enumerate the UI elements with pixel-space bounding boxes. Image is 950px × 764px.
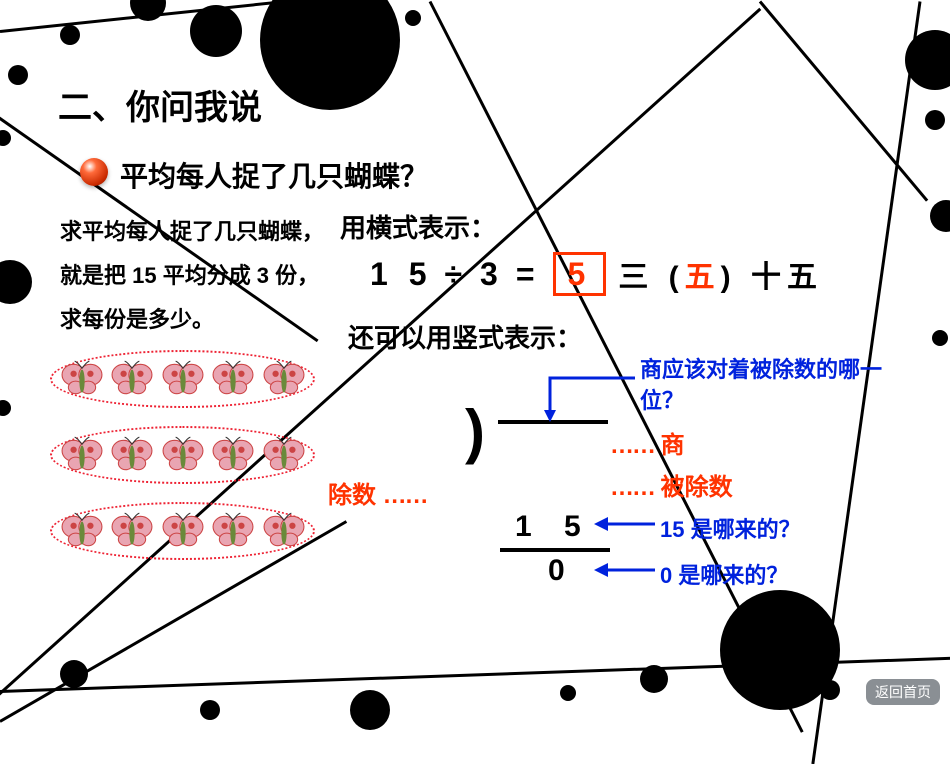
butterfly-icon — [61, 436, 103, 474]
red-sphere-icon — [80, 158, 108, 186]
butterfly-icon — [111, 436, 153, 474]
butterfly-icon — [162, 512, 204, 550]
divisor-label: 除数 …… — [328, 475, 427, 510]
division-product: 1 5 — [515, 510, 593, 544]
chinese-reading: 三 (五) 十五 — [618, 252, 823, 296]
butterfly-icon — [61, 512, 103, 550]
butterfly-icon — [61, 360, 103, 398]
divisor: 3 — [480, 256, 504, 293]
butterfly-icon — [212, 436, 254, 474]
arrow-quotient-position — [530, 360, 640, 430]
slide-content: 二、你问我说 平均每人捉了几只蝴蝶？ 求平均每人捉了几只蝴蝶，就是把 15 平均… — [0, 0, 950, 713]
butterfly-icon — [162, 360, 204, 398]
butterfly-row — [50, 426, 315, 484]
butterfly-icon — [212, 360, 254, 398]
arrow-15-origin — [590, 512, 660, 536]
reading-suffix: 十五 — [751, 261, 823, 294]
reading-mid: 五 — [685, 261, 721, 294]
question-0-origin: 0 是哪来的？ — [660, 558, 788, 590]
dividend-label: …… 被除数 — [610, 467, 733, 502]
equals: = — [516, 256, 541, 293]
question-quotient-position: 商应该对着被除数的哪一位？ — [640, 355, 900, 417]
dots-icon: …… — [383, 482, 427, 509]
question-15-origin: 15 是哪来的？ — [660, 512, 801, 544]
quotient-text: 商 — [661, 432, 685, 459]
butterfly-groups — [50, 350, 315, 578]
quotient-label: …… 商 — [610, 425, 685, 460]
main-question: 平均每人捉了几只蝴蝶？ — [120, 155, 428, 195]
division-subtract-line — [500, 548, 610, 552]
division-remainder: 0 — [548, 554, 565, 588]
butterfly-icon — [263, 512, 305, 550]
butterfly-icon — [111, 360, 153, 398]
back-home-button[interactable]: 返回首页 — [866, 679, 940, 705]
divisor-text: 除数 — [328, 482, 376, 509]
butterfly-icon — [263, 436, 305, 474]
reading-prefix: 三 — [618, 261, 654, 294]
butterfly-row — [50, 502, 315, 560]
butterfly-icon — [111, 512, 153, 550]
butterfly-icon — [212, 512, 254, 550]
dividend-text: 被除数 — [661, 474, 733, 501]
horizontal-form-label: 用横式表示： — [340, 208, 496, 245]
butterfly-icon — [263, 360, 305, 398]
vertical-form-label: 还可以用竖式表示： — [348, 318, 582, 355]
dots-icon: …… — [610, 432, 654, 459]
problem-description: 求平均每人捉了几只蝴蝶，就是把 15 平均分成 3 份，求每份是多少。 — [60, 210, 330, 342]
arrow-0-origin — [590, 558, 660, 582]
section-title: 二、你问我说 — [58, 80, 262, 129]
division-bracket: ) — [465, 412, 485, 452]
dividend: 1 5 — [370, 256, 432, 293]
horizontal-equation: 1 5 ÷ 3 = 5 三 (五) 十五 — [370, 252, 823, 296]
butterfly-icon — [162, 436, 204, 474]
dots-icon: …… — [610, 474, 654, 501]
answer-box: 5 — [553, 252, 607, 296]
butterfly-row — [50, 350, 315, 408]
operator-divide: ÷ — [444, 256, 468, 293]
